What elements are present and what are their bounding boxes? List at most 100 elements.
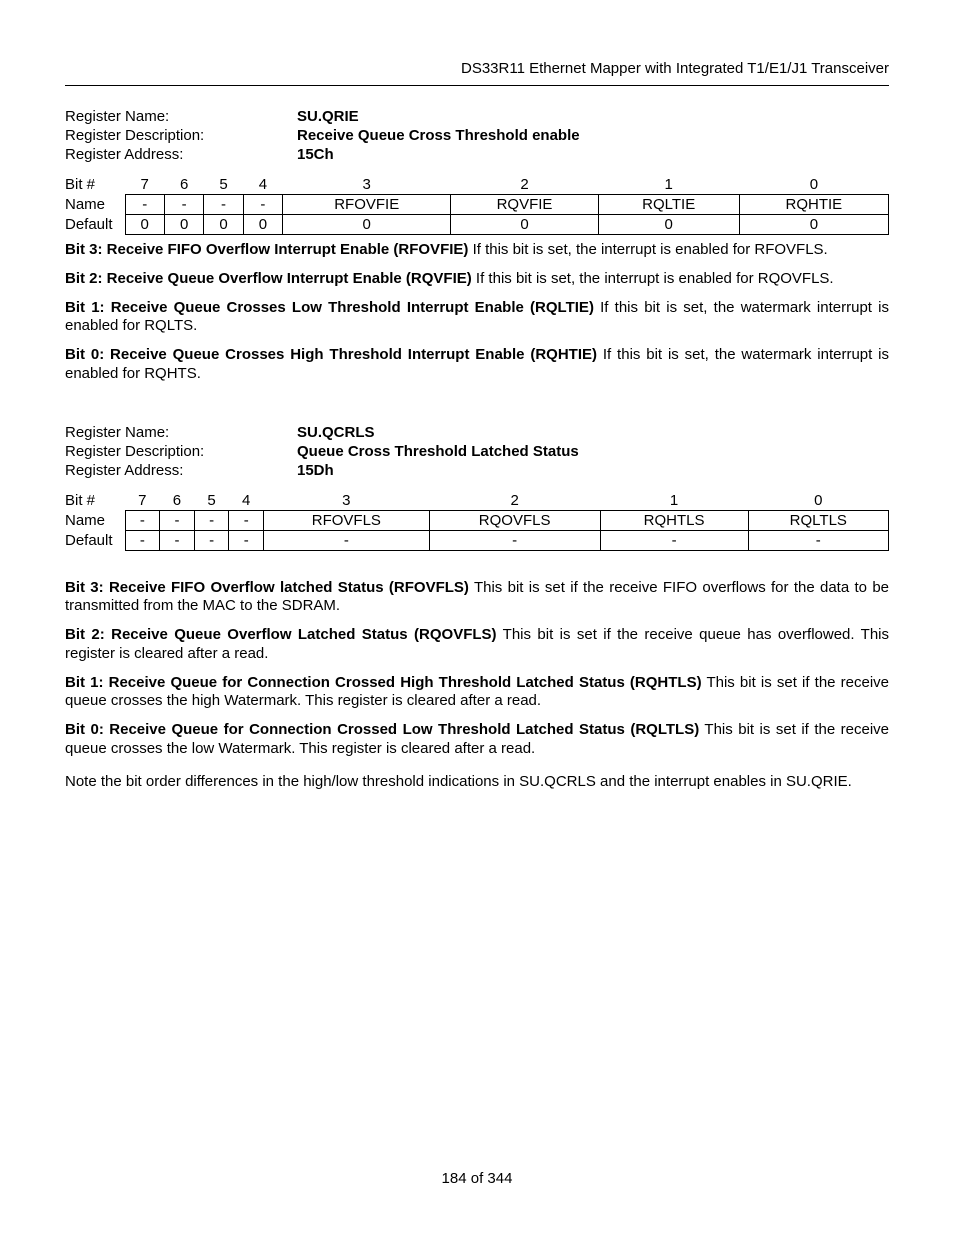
reg-name-row: Register Name: SU.QRIE (65, 108, 889, 125)
bit-name-row: Name - - - - RFOVFIE RQVFIE RQLTIE RQHTI… (65, 195, 889, 215)
reg-name-label: Register Name: (65, 424, 297, 441)
bit-table: Bit # 7 6 5 4 3 2 1 0 Name - - - - RFOVF… (65, 491, 889, 551)
bit-description: Bit 3: Receive FIFO Overflow latched Sta… (65, 579, 889, 617)
bit-desc-lead: Bit 3: Receive FIFO Overflow Interrupt E… (65, 241, 468, 258)
bit-name-label: Name (65, 195, 125, 215)
bit-number-row: Bit # 7 6 5 4 3 2 1 0 (65, 175, 889, 195)
bit-description: Bit 2: Receive Queue Overflow Latched St… (65, 626, 889, 664)
bit-table: Bit # 7 6 5 4 3 2 1 0 Name - - - - RFOVF… (65, 175, 889, 235)
bit-name-cell: RQVFIE (451, 195, 598, 215)
bit-default-cell: - (125, 530, 160, 550)
bit-col: 6 (160, 491, 195, 511)
reg-desc-label: Register Description: (65, 127, 297, 144)
bit-col: 3 (283, 175, 451, 195)
bit-number-label: Bit # (65, 491, 125, 511)
bit-desc-body: If this bit is set, the interrupt is ena… (468, 241, 827, 258)
bit-default-cell: 0 (164, 215, 203, 235)
bit-name-cell: RQOVFLS (429, 510, 600, 530)
bit-description: Bit 0: Receive Queue Crosses High Thresh… (65, 346, 889, 384)
bit-col: 5 (204, 175, 243, 195)
reg-desc-value: Receive Queue Cross Threshold enable (297, 127, 580, 144)
register-block: Register Name: SU.QRIE Register Descript… (65, 108, 889, 384)
bit-default-cell: - (194, 530, 229, 550)
bit-name-row: Name - - - - RFOVFLS RQOVFLS RQHTLS RQLT… (65, 510, 889, 530)
bit-col: 5 (194, 491, 229, 511)
reg-desc-label: Register Description: (65, 443, 297, 460)
reg-name-value: SU.QCRLS (297, 424, 375, 441)
bit-default-cell: 0 (283, 215, 451, 235)
reg-addr-row: Register Address: 15Dh (65, 462, 889, 479)
bit-name-cell: - (164, 195, 203, 215)
bit-default-cell: - (748, 530, 888, 550)
bit-name-cell: - (243, 195, 282, 215)
bit-default-cell: 0 (739, 215, 888, 235)
bit-name-cell: RFOVFLS (264, 510, 430, 530)
footnote: Note the bit order differences in the hi… (65, 773, 889, 792)
bit-col: 0 (739, 175, 888, 195)
bit-desc-lead: Bit 1: Receive Queue Crosses Low Thresho… (65, 299, 594, 316)
bit-number-label: Bit # (65, 175, 125, 195)
reg-name-label: Register Name: (65, 108, 297, 125)
bit-name-cell: RQHTIE (739, 195, 888, 215)
bit-name-cell: - (229, 510, 264, 530)
bit-default-cell: - (264, 530, 430, 550)
bit-name-cell: - (125, 510, 160, 530)
bit-desc-lead: Bit 2: Receive Queue Overflow Interrupt … (65, 270, 472, 287)
reg-name-value: SU.QRIE (297, 108, 359, 125)
bit-default-cell: 0 (125, 215, 164, 235)
bit-name-cell: - (125, 195, 164, 215)
bit-col: 3 (264, 491, 430, 511)
bit-col: 0 (748, 491, 888, 511)
bit-col: 2 (451, 175, 598, 195)
bit-number-row: Bit # 7 6 5 4 3 2 1 0 (65, 491, 889, 511)
bit-col: 4 (229, 491, 264, 511)
bit-col: 1 (598, 175, 739, 195)
reg-addr-row: Register Address: 15Ch (65, 146, 889, 163)
bit-name-cell: RQHTLS (600, 510, 748, 530)
reg-addr-value: 15Ch (297, 146, 334, 163)
bit-default-cell: 0 (598, 215, 739, 235)
bit-desc-body: If this bit is set, the interrupt is ena… (472, 270, 834, 287)
bit-description: Bit 3: Receive FIFO Overflow Interrupt E… (65, 241, 889, 260)
bit-desc-lead: Bit 0: Receive Queue for Connection Cros… (65, 721, 699, 738)
bit-desc-lead: Bit 1: Receive Queue for Connection Cros… (65, 674, 702, 691)
bit-default-row: Default 0 0 0 0 0 0 0 0 (65, 215, 889, 235)
bit-desc-lead: Bit 0: Receive Queue Crosses High Thresh… (65, 346, 597, 363)
bit-default-cell: - (229, 530, 264, 550)
bit-name-cell: RFOVFIE (283, 195, 451, 215)
bit-name-label: Name (65, 510, 125, 530)
reg-name-row: Register Name: SU.QCRLS (65, 424, 889, 441)
reg-desc-value: Queue Cross Threshold Latched Status (297, 443, 579, 460)
bit-name-cell: - (160, 510, 195, 530)
bit-default-label: Default (65, 530, 125, 550)
register-block: Register Name: SU.QCRLS Register Descrip… (65, 424, 889, 759)
page-footer: 184 of 344 (0, 1170, 954, 1187)
bit-col: 6 (164, 175, 203, 195)
bit-col: 2 (429, 491, 600, 511)
page-header: DS33R11 Ethernet Mapper with Integrated … (65, 60, 889, 86)
bit-description: Bit 1: Receive Queue for Connection Cros… (65, 674, 889, 712)
bit-desc-lead: Bit 3: Receive FIFO Overflow latched Sta… (65, 579, 469, 596)
bit-default-cell: - (600, 530, 748, 550)
reg-desc-row: Register Description: Receive Queue Cros… (65, 127, 889, 144)
bit-col: 7 (125, 175, 164, 195)
reg-desc-row: Register Description: Queue Cross Thresh… (65, 443, 889, 460)
bit-default-cell: 0 (243, 215, 282, 235)
bit-name-cell: RQLTLS (748, 510, 888, 530)
bit-col: 4 (243, 175, 282, 195)
bit-description: Bit 0: Receive Queue for Connection Cros… (65, 721, 889, 759)
bit-name-cell: RQLTIE (598, 195, 739, 215)
reg-addr-label: Register Address: (65, 462, 297, 479)
bit-col: 1 (600, 491, 748, 511)
bit-name-cell: - (204, 195, 243, 215)
bit-default-row: Default - - - - - - - - (65, 530, 889, 550)
bit-col: 7 (125, 491, 160, 511)
bit-default-label: Default (65, 215, 125, 235)
bit-description: Bit 1: Receive Queue Crosses Low Thresho… (65, 299, 889, 337)
reg-addr-value: 15Dh (297, 462, 334, 479)
bit-desc-lead: Bit 2: Receive Queue Overflow Latched St… (65, 626, 497, 643)
bit-default-cell: 0 (204, 215, 243, 235)
bit-default-cell: - (429, 530, 600, 550)
reg-addr-label: Register Address: (65, 146, 297, 163)
bit-name-cell: - (194, 510, 229, 530)
